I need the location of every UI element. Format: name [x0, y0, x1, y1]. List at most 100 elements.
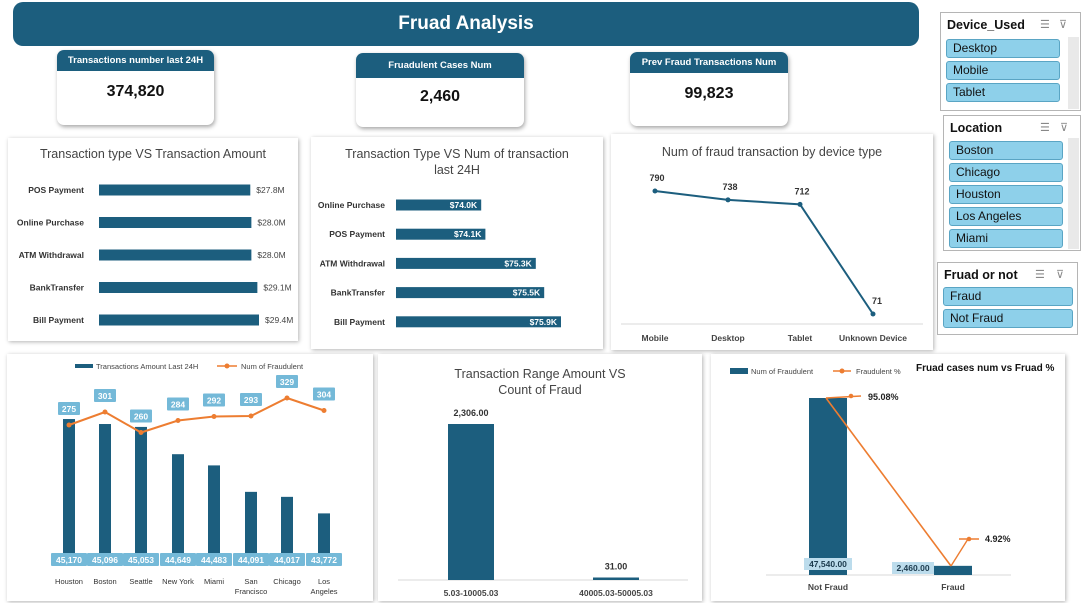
chart-range-card[interactable]: Transaction Range Amount VS Count of Fra…: [378, 354, 702, 601]
bar: [396, 287, 545, 299]
bar: [99, 424, 111, 565]
multi-select-icon[interactable]: ☰: [1040, 19, 1050, 31]
category-label: 5.03-10005.03: [444, 588, 499, 598]
category-label: Desktop: [711, 333, 745, 343]
label-badge: [203, 393, 225, 407]
chart-title: Transaction type VS Transaction Amount: [39, 147, 267, 161]
data-label: 45,170: [56, 555, 82, 565]
chart-type-amount-card[interactable]: Transaction type VS Transaction Amount P…: [8, 138, 298, 341]
category-label: New York: [162, 577, 194, 586]
category-label: 40005.03-50005.03: [579, 588, 653, 598]
legend-swatch: [730, 368, 748, 374]
chart-type-count-card[interactable]: Transaction Type VS Num of transaction l…: [311, 137, 603, 349]
label-badge: [167, 397, 189, 411]
data-label: 738: [722, 182, 737, 192]
slicer-item[interactable]: Boston: [949, 141, 1063, 160]
data-label: 292: [207, 396, 221, 406]
data-point: [321, 408, 327, 413]
chart-title: Fruad cases num vs Fruad %: [916, 363, 1054, 374]
data-label: $75.3K: [504, 258, 532, 268]
data-label: 4.92%: [985, 534, 1011, 544]
data-point: [797, 201, 803, 207]
bar: [934, 565, 972, 575]
slicer-scrollbar[interactable]: [1068, 37, 1079, 109]
clear-filter-icon[interactable]: ⊽: [1059, 19, 1068, 31]
slicer-item[interactable]: Miami: [949, 229, 1063, 248]
data-point: [175, 418, 181, 423]
data-label: $75.9K: [530, 317, 558, 327]
bar: [318, 513, 330, 565]
slicer-item[interactable]: Desktop: [946, 39, 1060, 58]
chart-type-count: Online Purchase $74.0K POS Payment $74.1K AT…: [318, 199, 561, 328]
label-badge: [58, 402, 80, 415]
multi-select-icon[interactable]: ☰: [1040, 122, 1050, 134]
data-label: $28.0M: [257, 218, 285, 228]
category-label: Online Purchase: [17, 218, 84, 228]
category-label: Chicago: [273, 577, 301, 586]
data-label: 284: [171, 400, 185, 410]
slicer-title: Device_Used: [947, 18, 1025, 32]
data-label: 301: [98, 391, 112, 401]
bar: [208, 465, 220, 565]
bar: [99, 184, 251, 196]
label-badge: [196, 553, 232, 566]
page-title: Fruad Analysis: [398, 13, 534, 34]
category-label: BankTransfer: [331, 288, 386, 298]
data-label: 44,017: [274, 555, 300, 565]
series-line: [825, 397, 952, 567]
category-label: Mobile: [642, 333, 669, 343]
multi-select-icon[interactable]: ☰: [1035, 269, 1045, 281]
slicer-title: Location: [950, 121, 1003, 135]
chart-fraud-pct-card[interactable]: Fruad cases num vs Fruad % Num of Fraudul…: [711, 354, 1065, 601]
category-label: Bill Payment: [334, 317, 385, 327]
slicer-item[interactable]: Chicago: [949, 163, 1063, 182]
data-label: 2,306.00: [453, 408, 488, 418]
bar: [99, 314, 259, 326]
data-label: $74.0K: [450, 200, 478, 210]
category-label: ATM Withdrawal: [320, 258, 385, 268]
bar: [99, 249, 252, 261]
label-badge: [233, 553, 269, 566]
data-label: 260: [134, 412, 148, 422]
clear-filter-icon[interactable]: ⊽: [1060, 122, 1069, 134]
slicer-location: Location ☰ ⊽ Boston Chicago Houston Los …: [943, 115, 1081, 251]
data-label: 2,460.00: [896, 563, 929, 573]
data-label: 304: [317, 390, 331, 400]
category-label: Boston: [93, 577, 116, 586]
category-label: Seattle: [129, 577, 152, 586]
slicer-item[interactable]: Not Fraud: [943, 309, 1073, 328]
data-point: [870, 311, 876, 317]
slicer-item[interactable]: Houston: [949, 185, 1063, 204]
label-badge: [892, 562, 934, 574]
data-label: 44,483: [201, 555, 227, 565]
data-point: [725, 197, 731, 203]
data-label: 293: [244, 395, 258, 405]
chart-city-card[interactable]: Transactions Amount Last 24H Num of Fraud…: [7, 354, 373, 601]
slicer-item[interactable]: Tablet: [946, 83, 1060, 102]
label-badge: [276, 375, 298, 388]
bar: [99, 217, 252, 228]
label-badge: [313, 387, 335, 401]
data-point: [848, 393, 854, 399]
chart-title: Transaction Range Amount VS Count of Fra…: [454, 367, 626, 397]
data-label: 47,540.00: [809, 559, 847, 569]
slicer-item[interactable]: Mobile: [946, 61, 1060, 80]
data-point: [248, 413, 254, 419]
kpi-label: Prev Fraud Transactions Num: [630, 52, 788, 73]
chart-title: Num of fraud transaction by device type: [661, 145, 883, 159]
bar: [593, 577, 639, 580]
label-badge: [306, 553, 342, 566]
bar: [99, 282, 258, 293]
slicer-scrollbar[interactable]: [1068, 138, 1079, 249]
chart-device-fraud: 790 Mobile 738 Desktop 712 Tablet 71 Unknown De…: [621, 173, 923, 343]
data-label: 275: [62, 404, 76, 414]
chart-device-fraud-card[interactable]: Num of fraud transaction by device type …: [611, 134, 933, 350]
slicer-item[interactable]: Los Angeles: [949, 207, 1063, 226]
bar: [135, 426, 147, 565]
slicer-item[interactable]: Fraud: [943, 287, 1073, 306]
data-label: 31.00: [605, 562, 628, 572]
label-badge: [123, 553, 159, 566]
clear-filter-icon[interactable]: ⊽: [1056, 269, 1065, 281]
kpi-value: 99,823: [684, 85, 734, 102]
data-point: [102, 409, 108, 415]
